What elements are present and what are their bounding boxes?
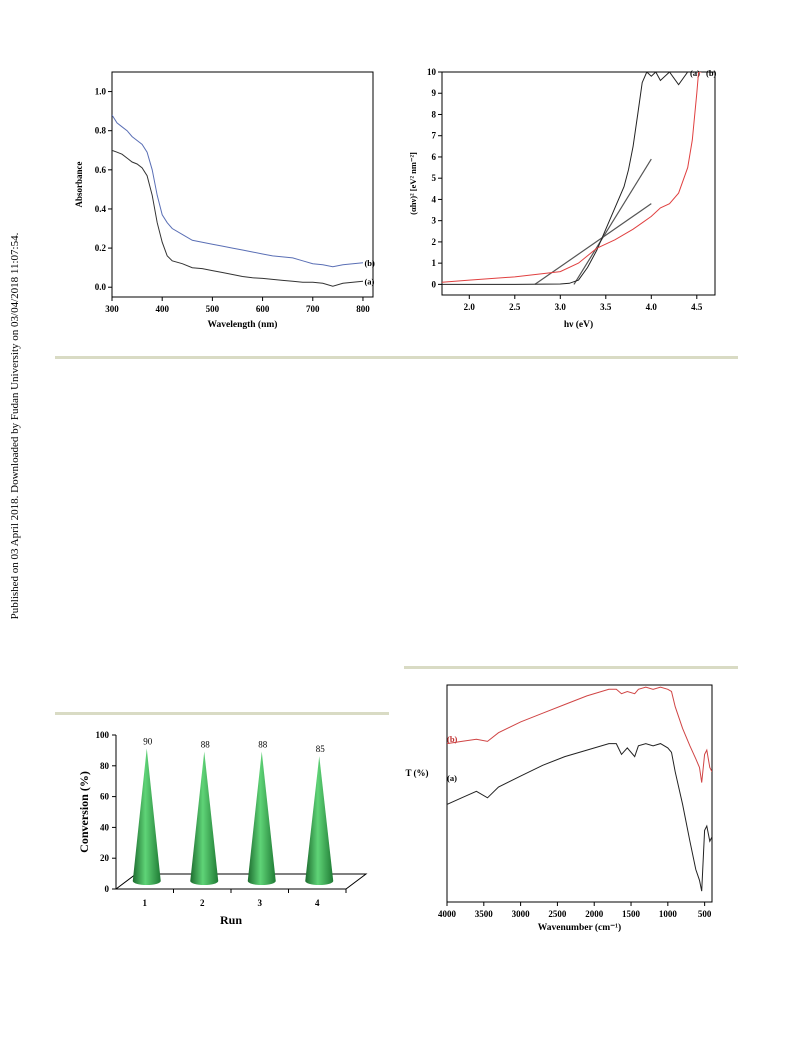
divider-left [55, 712, 389, 715]
recycle-cone [247, 751, 276, 885]
tauc-series-label: (b) [706, 68, 717, 78]
tauc-frame [441, 71, 716, 296]
uvvis-ytick-label: 0.4 [95, 204, 107, 214]
tauc-series-line [442, 72, 689, 285]
tauc-ytick-label: 2 [432, 237, 437, 247]
uvvis-ytick-label: 0.6 [95, 165, 107, 175]
recycle-xtick-label: 2 [200, 898, 205, 908]
uvvis-series-line [112, 114, 364, 268]
uvvis-xtick-label: 300 [105, 304, 119, 314]
tauc-ytick-label: 0 [432, 279, 437, 289]
ftir-xtick-label: 1000 [659, 909, 678, 919]
tauc-xtick-label: 4.0 [646, 302, 658, 312]
ftir-xtick-label: 2500 [548, 909, 567, 919]
tauc-ytick-label: 5 [432, 173, 437, 183]
recycle-xtick-label: 3 [258, 898, 263, 908]
uvvis-xlabel: Wavelength (nm) [208, 319, 278, 330]
tauc-ytick-label: 1 [432, 258, 437, 268]
uvvis-series-line [112, 149, 364, 287]
recycle-ytick-label: 80 [100, 761, 110, 771]
tauc-tangent-line [534, 203, 652, 285]
ftir-series-line [447, 686, 712, 783]
ftir-xtick-label: 3500 [475, 909, 494, 919]
tauc-xtick-label: 2.5 [509, 302, 521, 312]
tauc-ytick-label: 9 [432, 88, 437, 98]
recycle-ylabel: Conversion (%) [77, 771, 91, 853]
ftir-xtick-label: 1500 [622, 909, 641, 919]
recycle-cone [190, 751, 219, 885]
tauc-ytick-label: 10 [427, 67, 437, 77]
tauc-xlabel: hν (eV) [564, 319, 593, 330]
uvvis-ytick-label: 0.0 [95, 282, 107, 292]
recycle-ytick-label: 40 [100, 822, 110, 832]
uvvis-xtick-label: 800 [356, 304, 370, 314]
tauc-ytick-label: 8 [432, 109, 437, 119]
recycle-ytick-label: 0 [105, 884, 110, 894]
recycle-value-label: 85 [316, 744, 326, 754]
tauc-ytick-label: 3 [432, 216, 437, 226]
ftir-ylabel: T (%) [405, 768, 428, 778]
tauc-ytick-label: 7 [432, 131, 437, 141]
uvvis-ytick-label: 0.2 [95, 243, 107, 253]
ftir-xtick-label: 2000 [585, 909, 604, 919]
ftir-series-label: (a) [447, 773, 457, 783]
uvvis-xtick-label: 500 [206, 304, 220, 314]
ftir-series-line [447, 743, 712, 892]
uvvis-chart: 300 400 500 600 700 800 0.0 0.2 0.4 0.6 0.8 1.0 Wave… [74, 71, 375, 330]
tauc-ylabel: (αhν)² [eV² nm⁻²] [408, 152, 418, 215]
ftir-series-label: (b) [447, 734, 458, 744]
ftir-chart: 4000 3500 3000 2500 2000 1500 1000 500 Wavenumbe… [405, 684, 713, 933]
tauc-chart: 2.0 2.5 3.0 3.5 4.0 4.5 0 1 2 3 4 5 6 7 8 9 10 hν (eV) (αh… [408, 67, 717, 330]
ftir-xlabel: Wavenumber (cm⁻¹) [538, 922, 621, 933]
tauc-tangent-line [573, 158, 652, 285]
recycle-chart: 0 20 40 60 80 100 90 1 88 2 88 3 85 4 Run Conversion (%… [77, 730, 368, 927]
recycle-value-label: 88 [258, 739, 268, 749]
uvvis-xtick-label: 700 [306, 304, 320, 314]
uvvis-ytick-label: 1.0 [95, 87, 107, 97]
tauc-ytick-label: 6 [432, 152, 437, 162]
ftir-xtick-label: 3000 [512, 909, 531, 919]
recycle-ytick-label: 100 [96, 730, 110, 740]
recycle-xlabel: Run [220, 913, 242, 927]
ftir-frame [446, 684, 713, 903]
tauc-ytick-label: 4 [432, 194, 437, 204]
tauc-series-label: (a) [690, 68, 700, 78]
ftir-xtick-label: 4000 [438, 909, 457, 919]
recycle-ytick-label: 20 [100, 853, 110, 863]
tauc-xtick-label: 2.0 [464, 302, 476, 312]
tauc-series-line [442, 72, 702, 283]
recycle-floor [114, 873, 368, 890]
recycle-cone [305, 756, 334, 885]
uvvis-series-label: (b) [364, 258, 375, 268]
uvvis-series-label: (a) [364, 276, 374, 286]
divider-top [55, 356, 738, 359]
uvvis-xtick-label: 400 [155, 304, 169, 314]
recycle-xtick-label: 1 [143, 898, 148, 908]
uvvis-frame [111, 71, 374, 298]
recycle-xtick-label: 4 [315, 898, 320, 908]
divider-right [404, 666, 738, 669]
recycle-value-label: 90 [143, 736, 153, 746]
uvvis-ytick-label: 0.8 [95, 126, 107, 136]
recycle-cone [132, 748, 161, 885]
uvvis-ylabel: Absorbance [74, 161, 84, 207]
uvvis-xtick-label: 600 [256, 304, 270, 314]
recycle-ytick-label: 60 [100, 792, 110, 802]
tauc-xtick-label: 4.5 [691, 302, 703, 312]
recycle-value-label: 88 [201, 739, 211, 749]
ftir-xtick-label: 500 [698, 909, 712, 919]
tauc-xtick-label: 3.0 [555, 302, 567, 312]
tauc-xtick-label: 3.5 [600, 302, 612, 312]
